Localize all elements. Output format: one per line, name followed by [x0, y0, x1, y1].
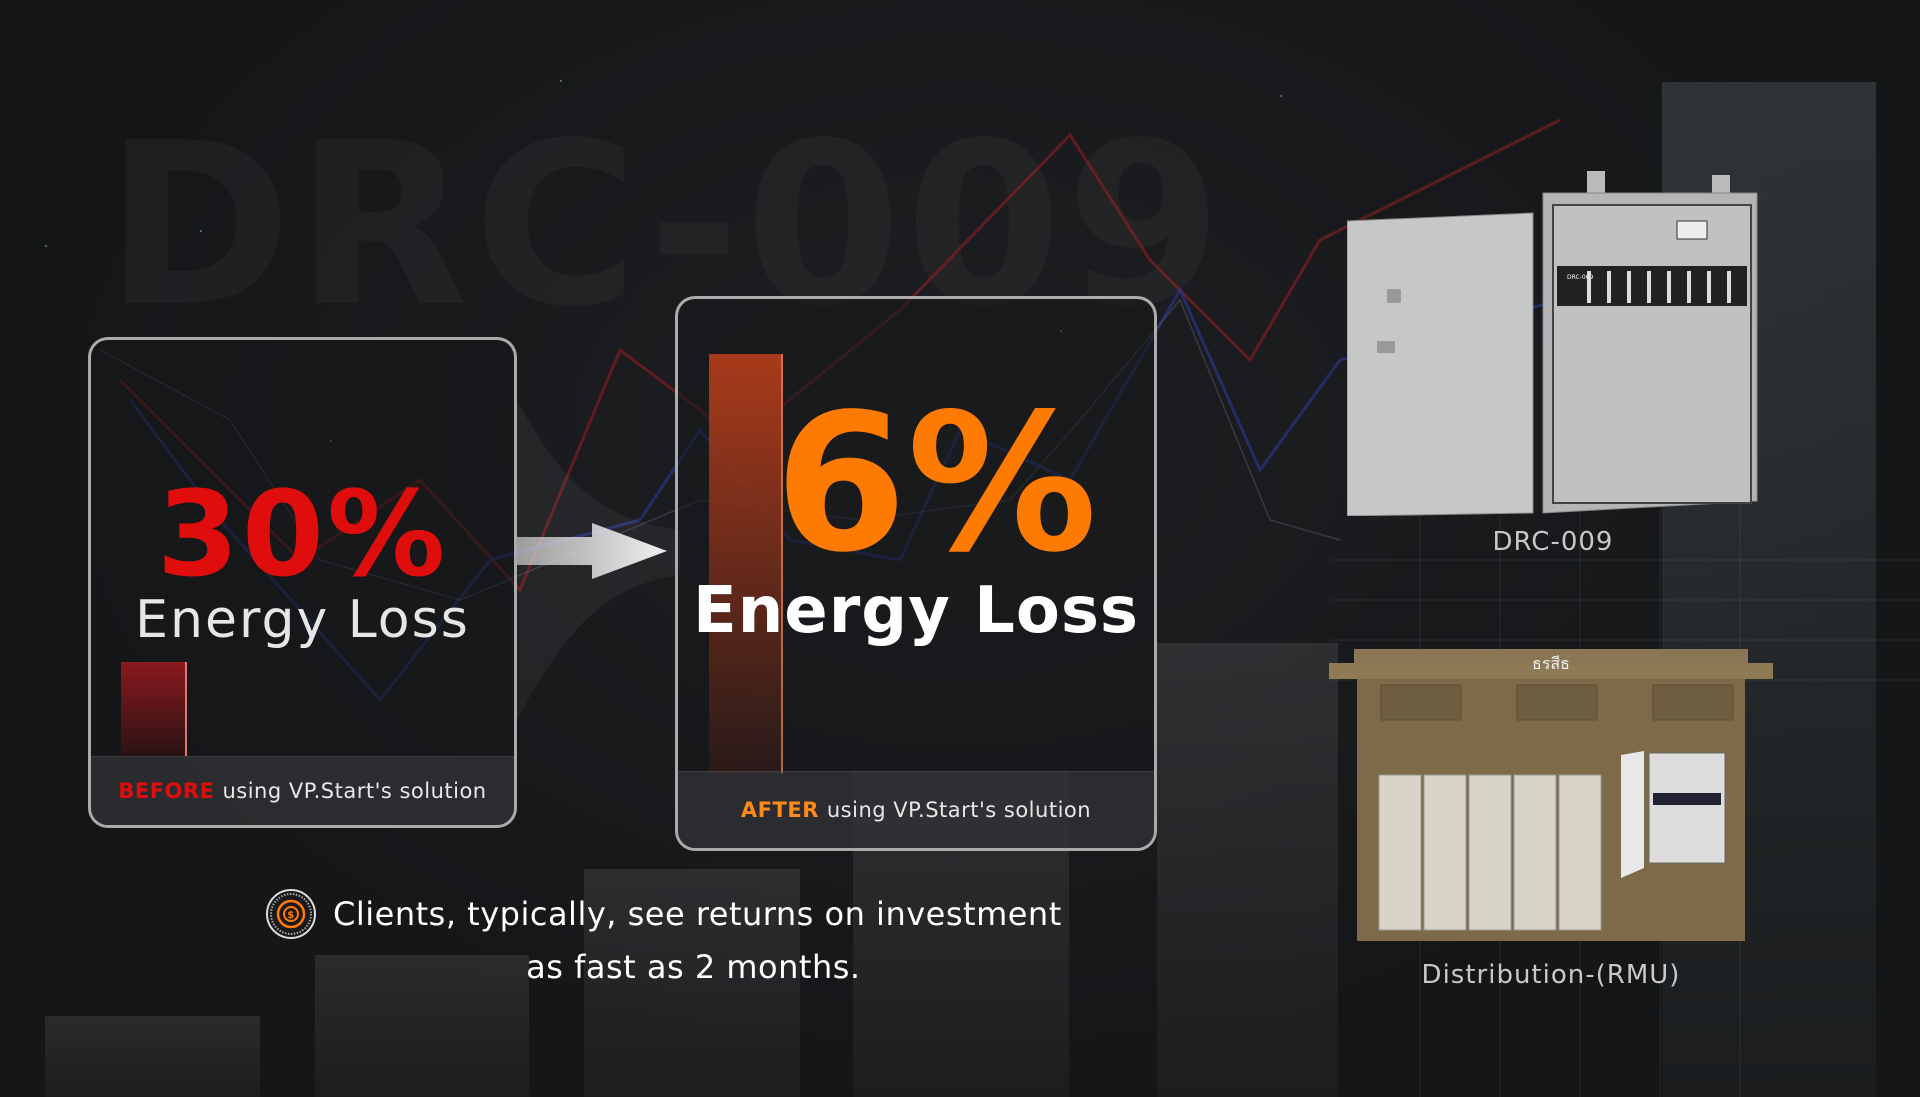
roi-statement: $ Clients, typically, see returns on inv… [265, 888, 1062, 986]
after-label: Energy Loss [693, 574, 1139, 648]
money-cycle-icon: $ [266, 889, 316, 939]
before-label: Energy Loss [135, 590, 470, 650]
svg-text:ธรสีธ: ธรสีธ [1532, 654, 1570, 673]
svg-text:$: $ [287, 910, 294, 921]
bg-bar [45, 1016, 260, 1097]
bg-bar [315, 955, 529, 1097]
roi-line-1: Clients, typically, see returns on inves… [333, 895, 1062, 933]
after-footer: AFTER using VP.Start's solution [678, 771, 1154, 848]
before-highlight: BEFORE [118, 779, 215, 803]
arrow-right-icon [517, 523, 667, 579]
before-loss-bar [121, 662, 187, 756]
distribution-rmu-label: Distribution-(RMU) [1421, 960, 1681, 990]
before-footer: BEFORE using VP.Start's solution [91, 756, 514, 825]
svg-text:DRC-009: DRC-009 [1567, 274, 1593, 281]
bg-bar [584, 869, 800, 1097]
before-value: 30% [156, 465, 449, 603]
drc-009-cabinet-image: DRC-009 [1347, 171, 1758, 516]
before-card: 30% Energy Loss BEFORE using VP.Start's … [88, 337, 517, 828]
after-loss-bar [709, 354, 783, 774]
after-highlight: AFTER [740, 798, 819, 822]
after-value: 6% [774, 373, 1098, 594]
distribution-rmu-image: ธรสีธ [1329, 649, 1773, 941]
before-footer-text: using VP.Start's solution [222, 779, 487, 803]
drc-009-label: DRC-009 [1492, 527, 1614, 557]
bg-bar [1157, 643, 1338, 1097]
roi-line-2: as fast as 2 months. [526, 948, 861, 986]
after-footer-text: using VP.Start's solution [826, 798, 1092, 822]
after-card: 6% Energy Loss AFTER using VP.Start's so… [675, 296, 1157, 851]
